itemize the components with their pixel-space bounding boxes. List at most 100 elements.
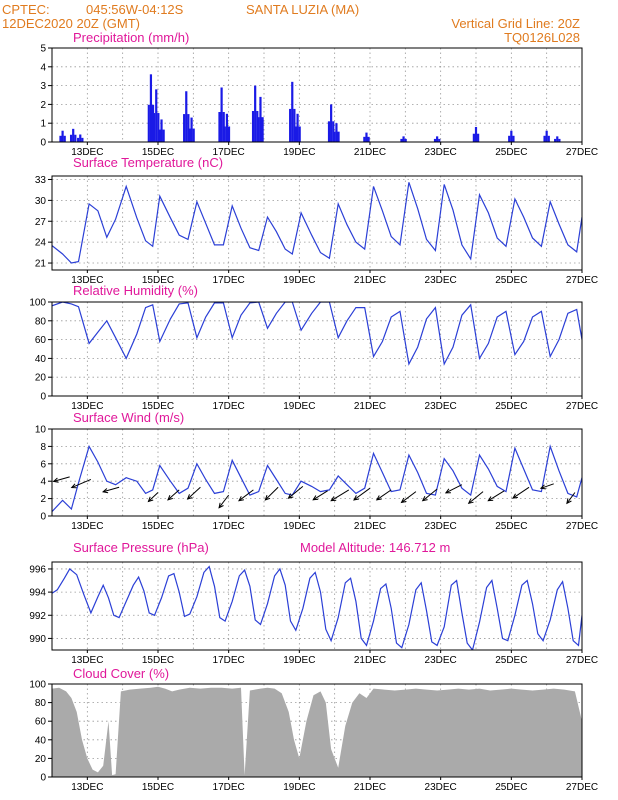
precip-bar bbox=[363, 136, 366, 142]
x-tick-label: 17DEC bbox=[213, 275, 245, 286]
plot-area bbox=[52, 444, 582, 513]
wind-vector bbox=[167, 489, 180, 501]
y-tick-label: 100 bbox=[29, 680, 46, 691]
plot-area bbox=[52, 686, 582, 777]
y-tick-label: 33 bbox=[35, 175, 47, 186]
y-tick-label: 0 bbox=[40, 392, 46, 403]
y-tick-label: 30 bbox=[35, 196, 47, 207]
x-tick-label: 15DEC bbox=[142, 147, 174, 158]
x-tick-label: 25DEC bbox=[495, 401, 527, 412]
wind-vector bbox=[353, 487, 371, 501]
precip-bar bbox=[61, 130, 64, 142]
x-tick-label: 23DEC bbox=[425, 275, 457, 286]
precip-bar bbox=[327, 121, 331, 142]
precip-bar bbox=[556, 136, 559, 142]
y-tick-label: 4 bbox=[40, 62, 46, 73]
precip-bar bbox=[333, 131, 336, 142]
x-tick-label: 13DEC bbox=[71, 782, 103, 793]
precip-bar bbox=[294, 126, 297, 142]
x-tick-label: 19DEC bbox=[283, 655, 315, 666]
y-tick-label: 0 bbox=[40, 138, 46, 149]
precip-bar bbox=[554, 138, 557, 142]
header: CPTEC: 045:56W-04:12S SANTA LUZIA (MA) 1… bbox=[2, 2, 580, 45]
x-tick-label: 23DEC bbox=[425, 655, 457, 666]
wind-arrowhead bbox=[186, 494, 193, 500]
wind-vector bbox=[288, 486, 304, 499]
panel-title: Cloud Cover (%) bbox=[73, 666, 169, 681]
precip-bar bbox=[404, 138, 407, 142]
wind-arrowhead bbox=[52, 477, 59, 483]
precip-bar bbox=[72, 128, 75, 142]
panel-1: Precipitation (mm/h) 0 1 2 3 4 5 13DEC 15DEC 17DE… bbox=[40, 30, 598, 158]
x-tick-label: 25DEC bbox=[495, 275, 527, 286]
panel-6: Cloud Cover (%) 0 20 40 60 80 100 13DEC 15DEC 17D… bbox=[29, 666, 598, 793]
y-tick-label: 990 bbox=[29, 634, 46, 645]
wind-arrowhead bbox=[539, 484, 546, 490]
wind-arrowhead bbox=[512, 493, 518, 499]
precip-bar bbox=[254, 85, 257, 142]
y-tick-label: 80 bbox=[35, 698, 47, 709]
precip-bar bbox=[157, 113, 160, 142]
x-tick-label: 17DEC bbox=[213, 782, 245, 793]
precip-bar bbox=[81, 137, 84, 142]
x-tick-label: 13DEC bbox=[71, 147, 103, 158]
wind-arrowhead bbox=[444, 488, 451, 494]
y-tick-label: 100 bbox=[29, 298, 46, 309]
precip-bar bbox=[187, 114, 190, 142]
header-code: TQ0126L028 bbox=[504, 30, 580, 45]
x-tick-label: 25DEC bbox=[495, 147, 527, 158]
precip-bar bbox=[162, 129, 165, 142]
wind-arrowhead bbox=[264, 495, 271, 501]
wind-arrowhead bbox=[312, 495, 319, 501]
panel-frame bbox=[51, 301, 583, 397]
wind-vector bbox=[376, 489, 392, 501]
x-tick-label: 17DEC bbox=[213, 401, 245, 412]
panel-frame bbox=[51, 175, 583, 271]
x-tick-label: 27DEC bbox=[566, 521, 598, 532]
precip-bar bbox=[508, 135, 511, 142]
wind-vector bbox=[218, 494, 230, 509]
header-run: 12DEC2020 20Z (GMT) bbox=[2, 16, 140, 31]
x-tick-label: 27DEC bbox=[566, 401, 598, 412]
x-tick-label: 25DEC bbox=[495, 782, 527, 793]
x-tick-label: 13DEC bbox=[71, 401, 103, 412]
y-tick-label: 60 bbox=[35, 335, 47, 346]
precip-bar bbox=[330, 104, 333, 142]
wind-arrowhead bbox=[566, 498, 572, 505]
y-tick-label: 27 bbox=[35, 217, 47, 228]
header-location: SANTA LUZIA (MA) bbox=[246, 2, 359, 17]
precip-bar bbox=[190, 117, 193, 142]
y-tick-label: 60 bbox=[35, 717, 47, 728]
precip-bar bbox=[293, 108, 296, 142]
precip-bar bbox=[512, 135, 515, 142]
wind-vector bbox=[187, 486, 201, 500]
y-tick-label: 24 bbox=[35, 238, 47, 249]
precip-bar bbox=[74, 134, 77, 142]
y-tick-label: 5 bbox=[40, 44, 46, 55]
y-tick-label: 994 bbox=[29, 588, 46, 599]
y-tick-label: 2 bbox=[40, 494, 46, 505]
x-tick-label: 19DEC bbox=[283, 782, 315, 793]
panels: Precipitation (mm/h) 0 1 2 3 4 5 13DEC 15DEC 17DE… bbox=[29, 30, 598, 793]
wind-arrowhead bbox=[147, 496, 154, 503]
x-tick-label: 17DEC bbox=[213, 655, 245, 666]
precip-bar bbox=[400, 138, 403, 142]
precip-bar bbox=[158, 129, 161, 142]
series-line bbox=[52, 182, 582, 264]
wind-vector bbox=[540, 483, 554, 489]
panel-title: Surface Temperature (nC) bbox=[73, 155, 223, 170]
panel-frame bbox=[51, 561, 583, 651]
y-tick-label: 80 bbox=[35, 316, 47, 327]
precip-bar bbox=[147, 104, 150, 142]
panel-annotation: Model Altitude: 146.712 m bbox=[300, 540, 450, 555]
y-tick-label: 0 bbox=[40, 773, 46, 784]
wind-arrowhead bbox=[330, 496, 337, 502]
x-tick-label: 17DEC bbox=[213, 521, 245, 532]
wind-vector bbox=[488, 490, 505, 502]
precip-bar bbox=[223, 126, 226, 142]
plot-area bbox=[59, 74, 561, 142]
panel-frame bbox=[51, 428, 583, 517]
y-tick-label: 10 bbox=[35, 425, 47, 436]
x-tick-label: 21DEC bbox=[354, 655, 386, 666]
wind-vector bbox=[148, 492, 159, 502]
